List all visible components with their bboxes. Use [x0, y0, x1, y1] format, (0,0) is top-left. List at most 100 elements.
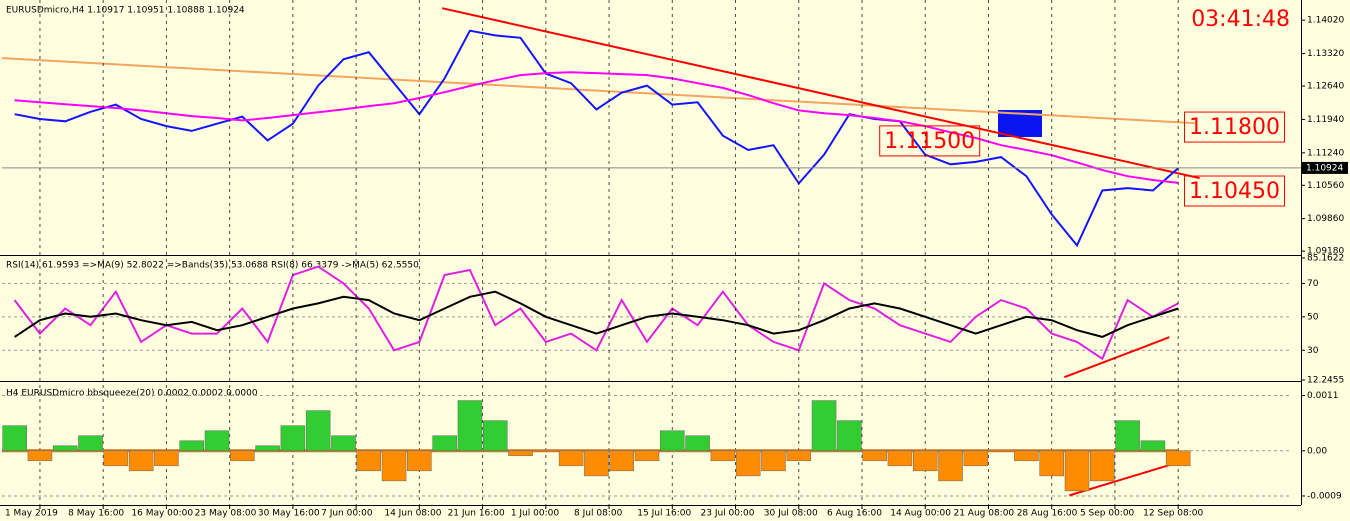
x-tick-label: 5 Sep 00:00: [1080, 509, 1135, 519]
x-tick-label: 1 May 2019: [5, 509, 58, 519]
histogram-bar: [1064, 450, 1090, 492]
histogram-bar: [381, 450, 407, 482]
y-tick-label: 1.11940: [1307, 115, 1344, 125]
histogram-bar: [52, 445, 78, 452]
y-tick-label: 0.00: [1307, 446, 1327, 456]
x-tick-label: 23 Jul 00:00: [701, 509, 755, 519]
histogram-bar: [609, 450, 634, 472]
histogram-bar: [457, 400, 483, 452]
histogram-bar: [230, 450, 255, 462]
histogram-bar: [2, 425, 27, 452]
price-label: 1.11800: [1189, 115, 1280, 140]
x-tick-label: 21 Aug 08:00: [953, 509, 1014, 519]
histogram-bar: [1039, 450, 1064, 477]
x-tick-label: 8 May 16:00: [68, 509, 124, 519]
histogram-bar: [837, 420, 862, 452]
histogram-bar: [1140, 440, 1166, 452]
histogram-bar: [811, 400, 837, 452]
histogram-bar: [27, 450, 53, 462]
x-tick-label: 6 Aug 16:00: [827, 509, 882, 519]
histogram-bar: [508, 450, 533, 457]
histogram-bar: [963, 450, 989, 467]
histogram-bar: [735, 450, 761, 477]
x-tick-label: 16 May 00:00: [131, 509, 193, 519]
current-price-label: 1.10924: [1306, 163, 1343, 173]
y-tick-label: 1.09860: [1307, 214, 1344, 224]
y-tick-label: 85.1622: [1307, 254, 1344, 264]
x-tick-label: 30 Jul 08:00: [764, 509, 818, 519]
x-tick-label: 7 Jun 00:00: [321, 509, 373, 519]
series-line: [14, 29, 1179, 248]
price-label: 1.11500: [884, 129, 975, 154]
histogram-bar: [634, 450, 660, 462]
histogram-bar: [154, 450, 179, 467]
price-label: 1.10450: [1189, 179, 1280, 204]
histogram-bar: [710, 450, 736, 462]
series-line: [14, 71, 1179, 184]
y-tick-label: -0.0009: [1307, 491, 1342, 501]
y-tick-label: 70: [1307, 279, 1319, 289]
y-tick-label: 1.14020: [1307, 16, 1344, 26]
histogram-bar: [685, 435, 710, 452]
x-tick-label: 8 Jul 08:00: [574, 509, 623, 519]
histogram-bar: [356, 450, 382, 472]
x-tick-label: 28 Aug 16:00: [1017, 509, 1078, 519]
chart-title: EURUSDmicro,H4 1.10917 1.10951 1.10888 1…: [6, 6, 245, 16]
x-tick-label: 1 Jul 00:00: [511, 509, 560, 519]
histogram-bar: [912, 450, 938, 472]
histogram-bar: [761, 450, 786, 472]
current-price-box: [1302, 161, 1348, 174]
series-line: [14, 290, 1179, 338]
trendline: [441, 7, 1200, 180]
x-tick-label: 14 Jun 08:00: [384, 509, 441, 519]
histogram-bar: [204, 430, 230, 452]
x-tick-label: 15 Jul 16:00: [637, 509, 691, 519]
histogram-bar: [1115, 420, 1140, 452]
histogram-bar: [558, 450, 584, 467]
y-tick-label: 1.09180: [1307, 247, 1344, 257]
x-tick-label: 21 Jun 16:00: [448, 509, 505, 519]
y-tick-label: 1.10560: [1307, 181, 1344, 191]
histogram-bar: [331, 435, 356, 452]
price-label-box: [1184, 175, 1285, 207]
x-tick-label: 14 Aug 00:00: [890, 509, 951, 519]
histogram-bar: [78, 435, 103, 452]
y-tick-label: 50: [1307, 312, 1319, 322]
histogram-bar: [103, 450, 129, 467]
trendline: [1, 57, 1195, 125]
x-tick-label: 12 Sep 08:00: [1143, 509, 1203, 519]
histogram-bar: [482, 420, 508, 452]
histogram-bar: [179, 440, 204, 452]
histogram-bar: [1165, 450, 1191, 467]
y-tick-label: 1.12640: [1307, 82, 1344, 92]
squeeze-title: H4 EURUSDmicro bbsqueeze(20) 0.0002 0.00…: [6, 389, 258, 399]
y-tick-label: 1.11240: [1307, 148, 1344, 158]
histogram-bar: [1090, 450, 1115, 482]
histogram-bar: [786, 450, 812, 462]
price-label-box: [879, 125, 981, 157]
histogram-bar: [305, 410, 331, 452]
clock: 03:41:48: [1191, 7, 1290, 32]
price-label-box: [1184, 111, 1285, 143]
y-tick-label: 12.2455: [1307, 376, 1344, 386]
histogram-bar: [584, 450, 609, 477]
y-tick-label: 0.0011: [1307, 391, 1339, 401]
trendline: [1063, 336, 1170, 379]
histogram-bar: [862, 450, 887, 462]
histogram-bar: [887, 450, 913, 467]
x-tick-label: 23 May 08:00: [195, 509, 257, 519]
rsi-title: RSI(14) 61.9593 =>MA(9) 52.8022 =>Bands(…: [6, 261, 419, 271]
series-line: [13, 265, 1179, 361]
histogram-bar: [1014, 450, 1039, 462]
histogram-bar: [128, 450, 154, 472]
y-tick-label: 30: [1307, 346, 1319, 356]
histogram-bar: [255, 445, 280, 452]
histogram-bar: [660, 430, 685, 452]
histogram-bar: [407, 450, 432, 472]
x-tick-label: 30 May 16:00: [258, 509, 320, 519]
histogram-bar: [432, 435, 457, 452]
histogram-bar: [938, 450, 963, 482]
histogram-bar: [280, 425, 306, 452]
y-tick-label: 1.13320: [1307, 49, 1344, 59]
